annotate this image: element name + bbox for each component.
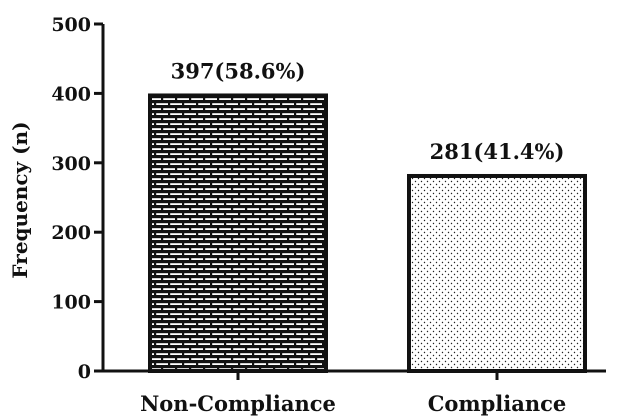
y-axis-title: Frequency (n): [8, 121, 32, 278]
y-axis: 0 100 200 300 400 500: [51, 14, 105, 383]
x-category-label: Compliance: [428, 391, 567, 416]
y-tick-label: 100: [51, 292, 91, 314]
bars: [148, 93, 587, 374]
data-label: 397(58.6%): [171, 58, 306, 83]
data-labels: 397(58.6%) 281(41.4%): [171, 58, 565, 164]
data-label: 281(41.4%): [430, 139, 565, 164]
bar-non-compliance: [148, 93, 328, 374]
y-tick-label: 200: [51, 222, 91, 244]
y-tick-label: 0: [78, 361, 91, 383]
x-category-label: Non-Compliance: [140, 391, 336, 416]
y-tick-label: 500: [51, 14, 91, 36]
bar-compliance: [407, 173, 587, 373]
y-tick-label: 400: [51, 83, 91, 105]
category-labels: Non-Compliance Compliance: [140, 391, 566, 416]
y-tick-label: 300: [51, 153, 91, 175]
